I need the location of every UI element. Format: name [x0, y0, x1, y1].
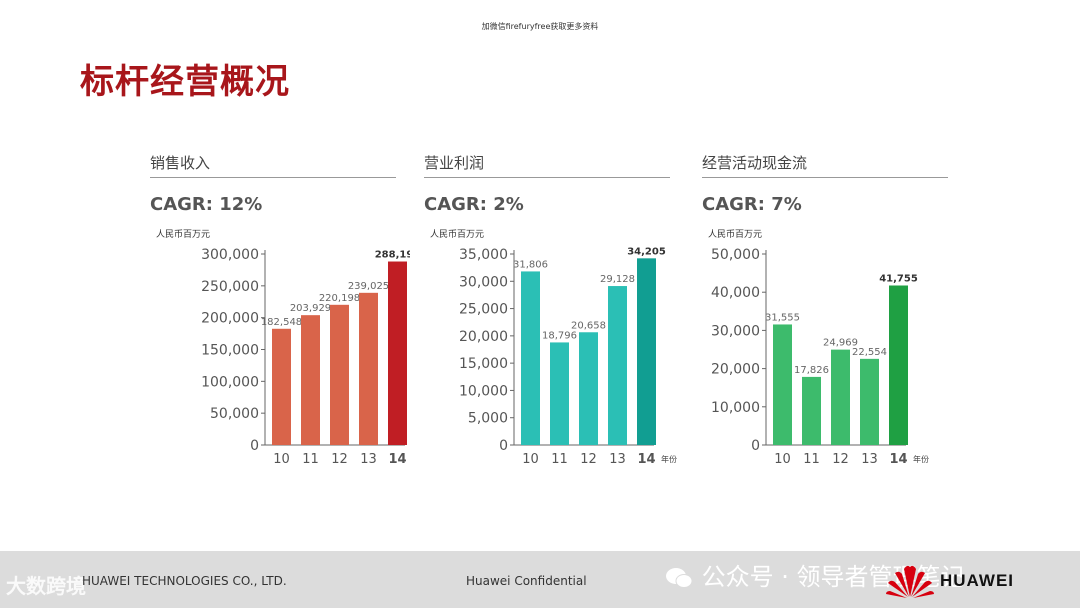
bar [773, 324, 792, 445]
y-tick-label: 50,000 [711, 247, 760, 263]
y-tick-label: 250,000 [201, 279, 259, 295]
bar-value-label: 29,128 [600, 274, 635, 285]
panel-heading: 经营活动现金流 [702, 154, 808, 172]
unit-label: 人民币百万元 [708, 230, 763, 240]
bar-value-label: 239,025 [348, 281, 389, 292]
x-axis-suffix: 年份 [913, 454, 929, 464]
y-tick-label: 300,000 [201, 247, 259, 263]
sales-bar-chart: 0 50,000 100,000 150,000 200,000 250,000 300,0… [201, 247, 410, 467]
bar-value-label: 31,806 [513, 259, 548, 270]
x-tick-label: 14 [637, 452, 655, 467]
x-tick-label: 11 [302, 452, 319, 467]
bar-value-label: 31,555 [765, 312, 800, 323]
y-tick-label: 35,000 [459, 247, 508, 263]
bar [637, 258, 656, 445]
bar-value-label: 20,658 [571, 320, 606, 331]
y-tick-label: 10,000 [459, 383, 508, 399]
bar-value-label: 34,205 [627, 246, 666, 257]
bar [301, 315, 320, 445]
y-tick-label: 30,000 [459, 274, 508, 290]
bar-value-label: 17,826 [794, 365, 829, 376]
bar [272, 328, 291, 445]
y-tick-label: 200,000 [201, 311, 259, 327]
y-tick-label: 25,000 [459, 302, 508, 318]
confidential-label: Huawei Confidential [466, 574, 587, 588]
x-tick-label: 14 [388, 452, 406, 467]
y-tick-label: 40,000 [711, 285, 760, 301]
bar-value-label: 203,929 [290, 303, 331, 314]
y-tick-label: 5,000 [468, 411, 508, 427]
x-tick-label: 13 [861, 452, 878, 467]
heading-divider [424, 177, 670, 178]
bar [359, 292, 378, 445]
bar [388, 261, 407, 445]
panel-heading: 营业利润 [424, 154, 485, 172]
x-tick-label: 10 [774, 452, 791, 467]
cagr-label: CAGR: 7% [702, 194, 802, 215]
x-axis-suffix: 年份 [661, 454, 677, 464]
wechat-icon [666, 568, 693, 588]
y-tick-label: 20,000 [711, 362, 760, 378]
x-tick-label: 11 [551, 452, 568, 467]
page-title: 标杆经营概况 [80, 62, 290, 102]
y-tick-label: 0 [250, 438, 259, 454]
x-tick-label: 14 [889, 452, 907, 467]
y-tick-label: 15,000 [459, 356, 508, 372]
y-tick-label: 50,000 [210, 406, 259, 422]
x-tick-label: 11 [803, 452, 820, 467]
y-tick-label: 30,000 [711, 323, 760, 339]
bar-value-label: 288,197 [375, 250, 410, 261]
company-name: HUAWEI TECHNOLOGIES CO., LTD. [82, 574, 287, 588]
bar [608, 286, 627, 445]
bar-value-label: 24,969 [823, 338, 858, 349]
panel-operating-profit: 营业利润 CAGR: 2% 人民币百万元 0 5,000 10,000 15,000 2… [424, 150, 684, 490]
bar-value-label: 41,755 [879, 273, 918, 284]
bar [802, 376, 821, 445]
bar [330, 304, 349, 445]
y-tick-label: 10,000 [711, 400, 760, 416]
y-tick-label: 20,000 [459, 329, 508, 345]
bar [521, 271, 540, 445]
bar-value-label: 220,198 [319, 293, 360, 304]
bar [860, 358, 879, 445]
cagr-label: CAGR: 2% [424, 194, 524, 215]
heading-divider [150, 177, 396, 178]
huawei-logo-icon [886, 565, 934, 598]
x-tick-label: 12 [331, 452, 348, 467]
watermark-left: 大数跨境 [6, 574, 86, 598]
y-tick-label: 0 [499, 438, 508, 454]
cagr-label: CAGR: 12% [150, 194, 263, 215]
panel-cash-flow: 经营活动现金流 CAGR: 7% 人民币百万元 0 10,000 20,000 30,… [702, 150, 962, 490]
heading-divider [702, 177, 948, 178]
bar [579, 332, 598, 445]
y-tick-label: 150,000 [201, 343, 259, 359]
x-tick-label: 10 [273, 452, 290, 467]
unit-label: 人民币百万元 [430, 230, 485, 240]
x-tick-label: 10 [522, 452, 539, 467]
bar [889, 285, 908, 445]
bar [831, 349, 850, 445]
bar-value-label: 182,548 [261, 317, 302, 328]
brand-name: HUAWEI [940, 571, 1014, 590]
panel-sales: 销售收入 CAGR: 12% 人民币百万元 0 50,000 100,000 150,… [150, 150, 410, 490]
bar-value-label: 18,796 [542, 330, 577, 341]
unit-label: 人民币百万元 [156, 230, 211, 240]
x-tick-label: 13 [609, 452, 626, 467]
y-tick-label: 0 [751, 438, 760, 454]
top-note: 加微信firefuryfree获取更多资料 [481, 22, 599, 31]
panel-heading: 销售收入 [150, 154, 211, 172]
cashflow-bar-chart: 0 10,000 20,000 30,000 40,000 50,000 31,555 10 1… [711, 247, 929, 467]
x-tick-label: 12 [580, 452, 597, 467]
x-tick-label: 13 [360, 452, 377, 467]
profit-bar-chart: 0 5,000 10,000 15,000 20,000 25,000 30,000 35,0… [459, 246, 677, 467]
x-tick-label: 12 [832, 452, 849, 467]
y-tick-label: 100,000 [201, 374, 259, 390]
footer-bar: 大数跨境 HUAWEI TECHNOLOGIES CO., LTD. Huawe… [0, 551, 1080, 608]
bar-value-label: 22,554 [852, 347, 887, 358]
bar [550, 342, 569, 445]
